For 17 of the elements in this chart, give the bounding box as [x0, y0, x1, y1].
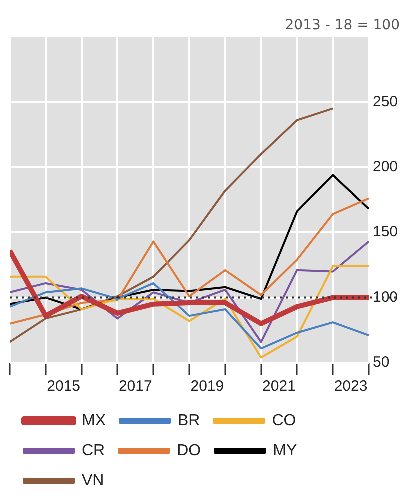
- y-tick-label: 200: [372, 158, 398, 176]
- x-tick-label: 2021: [262, 378, 296, 396]
- x-tick-label: 2019: [190, 378, 224, 396]
- legend-label: DO: [177, 442, 202, 460]
- legend-label: VN: [82, 472, 104, 490]
- y-tick-label: 150: [372, 224, 398, 241]
- y-axis-title: 2013 - 18 = 100: [285, 18, 400, 34]
- legend-label: CR: [82, 442, 106, 460]
- legend-label: MY: [273, 442, 298, 460]
- legend-label: BR: [178, 412, 200, 430]
- y-tick-label: 50: [372, 354, 390, 372]
- x-tick-label: 2017: [118, 378, 152, 396]
- y-tick-label: 250: [372, 93, 398, 110]
- legend-label: MX: [82, 412, 106, 430]
- legend-label: CO: [272, 412, 296, 430]
- x-tick-label: 2023: [334, 378, 368, 396]
- x-tick-label: 2015: [47, 378, 81, 396]
